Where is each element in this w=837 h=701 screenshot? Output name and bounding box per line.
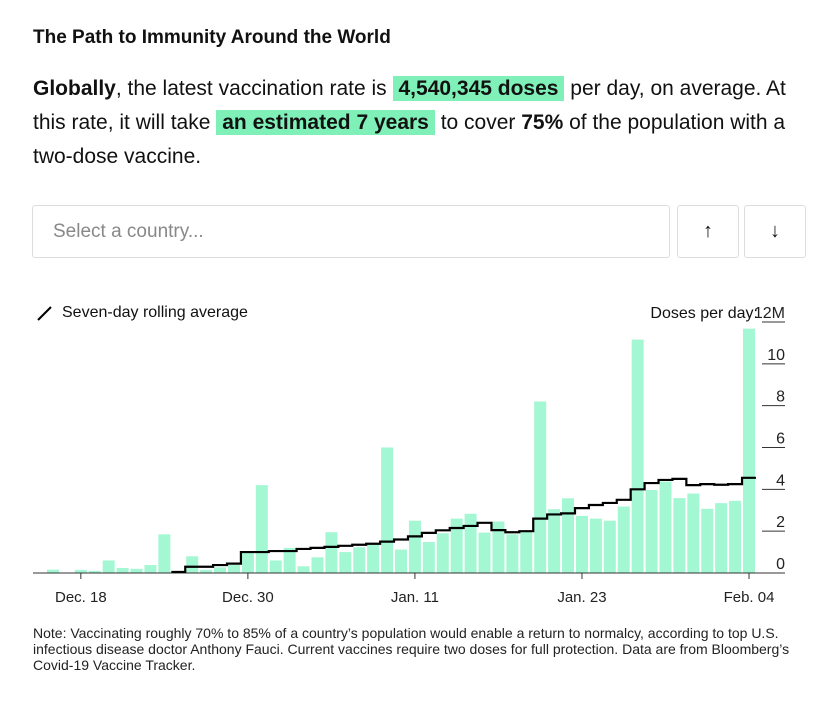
legend-label: Seven-day rolling average xyxy=(62,304,248,321)
y-tick-label: 0 xyxy=(776,556,785,573)
bar xyxy=(422,542,435,573)
y-tick-label: 2 xyxy=(776,514,785,531)
bar xyxy=(130,568,143,573)
text: to cover xyxy=(434,111,522,134)
bar xyxy=(715,503,728,573)
bar xyxy=(478,532,491,573)
bar xyxy=(729,500,742,573)
x-tick-label: Feb. 04 xyxy=(724,589,775,606)
bar xyxy=(562,498,575,573)
bar xyxy=(395,549,407,573)
bar xyxy=(506,534,519,573)
y-tick-label: 8 xyxy=(776,389,785,406)
bar xyxy=(617,506,630,573)
bar xyxy=(408,520,421,573)
x-tick-label: Dec. 30 xyxy=(222,589,274,606)
bar xyxy=(158,534,171,573)
bar xyxy=(492,521,505,573)
bar xyxy=(241,552,254,573)
footnote: Note: Vaccinating roughly 70% to 85% of … xyxy=(33,625,790,673)
bar xyxy=(631,339,644,573)
text: of the population with a two-dose vaccin… xyxy=(33,111,786,168)
x-tick-label: Jan. 23 xyxy=(557,589,606,606)
bar xyxy=(464,513,477,573)
years-highlight: an estimated 7 years xyxy=(216,110,435,135)
bar xyxy=(603,520,616,573)
bar xyxy=(659,481,672,573)
bar xyxy=(589,518,602,573)
bar xyxy=(534,401,547,573)
bar xyxy=(687,493,700,573)
previous-country-button[interactable]: ↑ xyxy=(677,205,739,258)
bar xyxy=(283,547,296,573)
bar xyxy=(144,565,157,573)
bar xyxy=(88,570,101,573)
y-tick-label: 6 xyxy=(776,431,785,448)
bar xyxy=(743,328,755,573)
x-tick-label: Dec. 18 xyxy=(55,589,107,606)
bar xyxy=(74,569,87,573)
bar xyxy=(645,489,658,573)
rolling-average-line xyxy=(171,476,756,574)
region-label: Globally xyxy=(33,77,116,100)
bar xyxy=(255,485,268,573)
line-legend-icon xyxy=(37,306,52,321)
bar xyxy=(353,547,366,573)
y-tick-label: 12M xyxy=(754,305,785,322)
bar xyxy=(701,508,714,573)
bar xyxy=(575,515,588,573)
page-title: The Path to Immunity Around the World xyxy=(33,27,391,48)
chart-legend: Seven-day rolling average xyxy=(36,304,248,322)
bar xyxy=(339,552,352,573)
bar xyxy=(269,560,282,573)
bar xyxy=(227,565,240,573)
country-search-input[interactable]: Select a country... xyxy=(32,205,670,258)
doses-highlight: 4,540,345 doses xyxy=(392,76,565,101)
text: per day, on average. At this rate, it wi… xyxy=(33,77,786,134)
arrow-up-icon: ↑ xyxy=(703,220,713,242)
bar xyxy=(297,566,310,573)
bar xyxy=(673,498,686,573)
bar xyxy=(325,532,338,573)
vaccination-chart: Dec. 18 Dec. 30 Jan. 11 Jan. 23 Feb. 04 12M 10… xyxy=(33,305,785,606)
bar xyxy=(450,518,463,573)
bar xyxy=(186,556,199,573)
bar xyxy=(47,569,59,573)
bar xyxy=(367,543,380,573)
arrow-down-icon: ↓ xyxy=(770,220,780,242)
next-country-button[interactable]: ↓ xyxy=(744,205,806,258)
bar xyxy=(214,567,227,573)
bar xyxy=(116,567,129,573)
text: , the latest vaccination rate is xyxy=(115,77,393,100)
bar xyxy=(102,560,115,573)
bar xyxy=(311,557,324,573)
bar xyxy=(200,569,213,573)
coverage-percent: 75% xyxy=(521,111,564,134)
summary-text: Globally, the latest vaccination rate is… xyxy=(33,72,823,174)
bar xyxy=(381,447,394,573)
bar xyxy=(548,509,561,573)
bar xyxy=(436,533,449,573)
x-tick-label: Jan. 11 xyxy=(391,589,439,606)
y-tick-label: 10 xyxy=(767,347,785,364)
y-tick-label: 4 xyxy=(776,472,785,489)
y-axis-label: Doses per day: xyxy=(650,305,758,322)
bar xyxy=(520,531,533,573)
